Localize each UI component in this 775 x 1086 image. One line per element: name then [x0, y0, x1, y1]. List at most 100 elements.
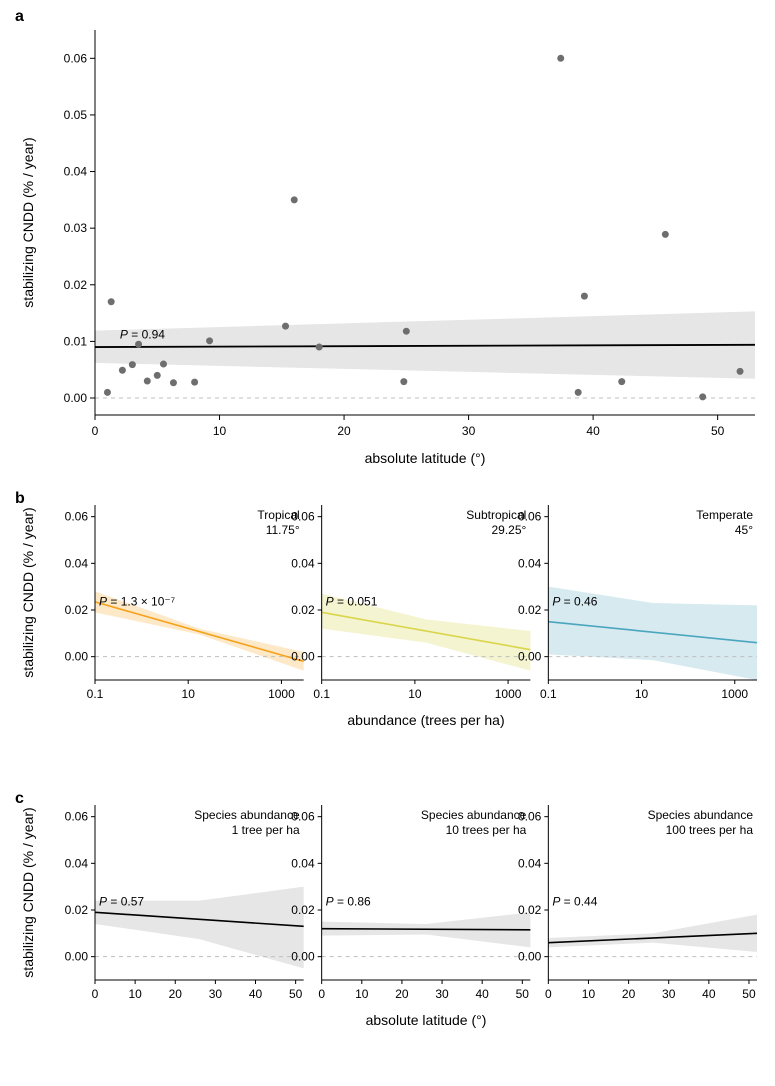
data-point [119, 367, 126, 374]
x-tick-label: 0.1 [313, 687, 330, 701]
subplot-title: Species abundance [648, 808, 754, 822]
y-tick-label: 0.02 [518, 903, 542, 917]
data-point [618, 378, 625, 385]
x-tick-label: 10 [128, 987, 142, 1001]
x-tick-label: 10 [408, 687, 422, 701]
x-axis-label: absolute latitude (°) [365, 450, 486, 466]
y-tick-label: 0.02 [65, 903, 89, 917]
p-value: P = 0.86 [326, 894, 371, 908]
y-tick-label: 0.06 [65, 510, 89, 524]
y-tick-label: 0.02 [64, 278, 88, 292]
data-point [135, 341, 142, 348]
x-tick-label: 50 [289, 987, 303, 1001]
y-tick-label: 0.06 [65, 810, 89, 824]
x-tick-label: 10 [213, 424, 227, 438]
data-point [206, 337, 213, 344]
y-tick-label: 0.04 [518, 856, 542, 870]
subplot-title: Species abundance [421, 808, 527, 822]
subplot-title: Temperate [696, 508, 753, 522]
p-value-a: P = 0.94 [120, 328, 165, 342]
data-point [191, 379, 198, 386]
x-axis-label-b: abundance (trees per ha) [347, 712, 504, 728]
y-tick-label: 0.06 [518, 510, 542, 524]
x-tick-label: 1000 [268, 687, 295, 701]
p-value: P = 1.3 × 10⁻⁷ [99, 594, 175, 608]
x-tick-label: 0 [318, 987, 325, 1001]
x-tick-label: 0 [92, 987, 99, 1001]
subplot-subtitle: 45° [735, 523, 753, 537]
y-tick-label: 0.04 [65, 856, 89, 870]
subplot-subtitle: 11.75° [266, 523, 300, 537]
data-point [144, 378, 151, 385]
x-tick-label: 50 [516, 987, 530, 1001]
y-tick-label: 0.04 [291, 856, 315, 870]
x-tick-label: 30 [435, 987, 449, 1001]
x-tick-label: 50 [742, 987, 756, 1001]
y-tick-label: 0.02 [291, 903, 315, 917]
data-point [316, 344, 323, 351]
data-point [104, 389, 111, 396]
y-tick-label: 0.04 [518, 556, 542, 570]
subplot-title: Species abundance [194, 808, 300, 822]
y-tick-label: 0.04 [64, 165, 88, 179]
x-axis-label-c: absolute latitude (°) [366, 1012, 487, 1028]
data-point [108, 298, 115, 305]
data-point [400, 378, 407, 385]
y-axis-label-c: stabilizing CNDD (% / year) [20, 807, 36, 977]
x-tick-label: 1000 [721, 687, 748, 701]
x-tick-label: 40 [702, 987, 716, 1001]
data-point [403, 328, 410, 335]
y-tick-label: 0.02 [518, 603, 542, 617]
y-axis-label-b: stabilizing CNDD (% / year) [20, 507, 36, 677]
x-tick-label: 20 [622, 987, 636, 1001]
ribbon [548, 915, 757, 952]
y-tick-label: 0.03 [64, 221, 88, 235]
data-point [557, 55, 564, 62]
p-value: P = 0.57 [99, 894, 144, 908]
p-value: P = 0.051 [326, 594, 378, 608]
data-point [291, 196, 298, 203]
y-tick-label: 0.04 [65, 556, 89, 570]
figure-root: a 0.000.010.020.030.040.050.060102030405… [0, 0, 775, 1086]
x-tick-label: 1000 [495, 687, 522, 701]
data-point [581, 293, 588, 300]
subplot-subtitle: 29.25° [492, 523, 527, 537]
y-tick-label: 0.00 [65, 950, 89, 964]
p-value: P = 0.44 [552, 894, 597, 908]
p-value: P = 0.46 [552, 594, 597, 608]
x-tick-label: 0 [92, 424, 99, 438]
y-tick-label: 0.00 [65, 650, 89, 664]
data-point [129, 361, 136, 368]
x-tick-label: 20 [169, 987, 183, 1001]
y-tick-label: 0.02 [65, 603, 89, 617]
y-axis-label: stabilizing CNDD (% / year) [20, 137, 36, 307]
x-tick-label: 0.1 [540, 687, 557, 701]
x-tick-label: 10 [182, 687, 196, 701]
y-tick-label: 0.06 [64, 51, 88, 65]
x-tick-label: 20 [337, 424, 351, 438]
data-point [160, 361, 167, 368]
data-point [575, 389, 582, 396]
data-point [662, 231, 669, 238]
x-tick-label: 50 [711, 424, 725, 438]
panel-b-charts: 0.000.020.040.060.1101000Tropical11.75°P… [0, 495, 775, 775]
x-tick-label: 30 [462, 424, 476, 438]
x-tick-label: 10 [635, 687, 649, 701]
subplot-subtitle: 10 trees per ha [446, 823, 527, 837]
fit-line [95, 602, 304, 662]
x-tick-label: 0.1 [87, 687, 104, 701]
y-tick-label: 0.04 [291, 556, 315, 570]
x-tick-label: 20 [395, 987, 409, 1001]
panel-c-charts: 0.00 0.02 0.04 0.06 0 10 20 30 40 50 Species abund… [0, 795, 775, 1085]
x-tick-label: 40 [475, 987, 489, 1001]
x-tick-label: 40 [249, 987, 263, 1001]
data-point [737, 368, 744, 375]
x-tick-label: 10 [582, 987, 596, 1001]
panel-a-chart: 0.000.010.020.030.040.050.0601020304050a… [0, 15, 775, 475]
x-tick-label: 0 [545, 987, 552, 1001]
data-point [699, 393, 706, 400]
subplot-subtitle: 1 tree per ha [232, 823, 300, 837]
subplot-subtitle: 100 trees per ha [666, 823, 754, 837]
y-tick-label: 0.00 [518, 650, 542, 664]
y-tick-label: 0.06 [291, 810, 315, 824]
